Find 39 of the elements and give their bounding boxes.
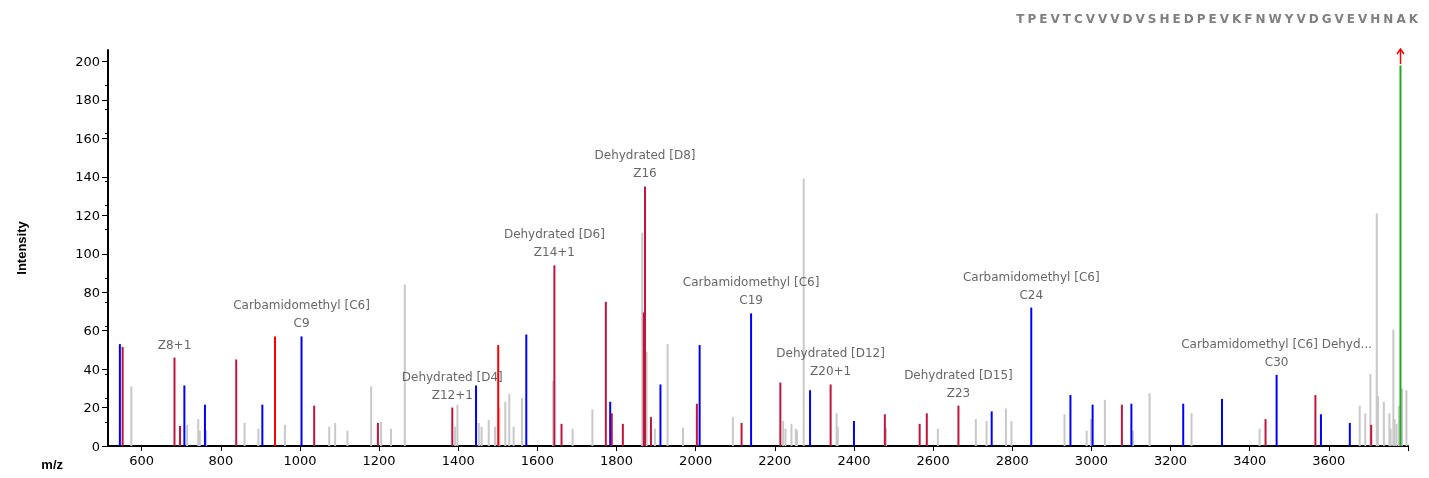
y-tick-label: 140	[75, 169, 100, 185]
x-tick-label: 1200	[362, 453, 396, 468]
x-tick-label: 3400	[1233, 453, 1267, 468]
x-tick-label: 3000	[1074, 453, 1108, 468]
x-tick-label: 1000	[283, 453, 317, 468]
annotation: Dehydrated [D15] Z23	[904, 367, 1013, 400]
annotation: Carbamidomethyl [C6] Dehyd... C30	[1181, 336, 1373, 369]
x-tick-label: 1800	[599, 453, 634, 468]
x-tick-label: 2600	[916, 453, 950, 468]
y-tick-label: 0	[91, 438, 100, 454]
y-axis-title: Intensity	[14, 220, 29, 275]
y-tick-label: 80	[83, 284, 100, 300]
y-tick-label: 60	[83, 323, 100, 339]
annotation: Carbamidomethyl [C6] C9	[233, 298, 370, 331]
x-tick-label: 3200	[1154, 453, 1188, 468]
x-tick-label: 1600	[520, 453, 554, 468]
annotation: Dehydrated [D12] Z20+1	[776, 346, 885, 379]
annotation: Dehydrated [D6] Z14+1	[503, 227, 605, 260]
x-tick-label: 2800	[995, 453, 1029, 468]
x-tick-label: 2400	[837, 453, 871, 468]
x-tick-label: 600	[129, 453, 155, 468]
annotation: Dehydrated [D8] Z16	[594, 148, 696, 181]
x-tick-label: 2200	[758, 453, 792, 468]
x-tick-label: 2000	[679, 453, 713, 468]
y-tick-label: 100	[75, 246, 100, 262]
y-tick-label: 40	[83, 361, 100, 377]
y-tick-label: 180	[75, 92, 100, 108]
annotation: Carbamidomethyl [C6] C24	[962, 269, 1100, 302]
y-tick-label: 200	[75, 54, 100, 70]
x-tick-label: 3600	[1312, 453, 1346, 468]
y-tick-label: 120	[75, 207, 100, 223]
y-tick-label: 20	[83, 400, 100, 416]
text: TPEVTCVVVDVSHEDPEVKFNWYVDGVEVHNAK	[1016, 12, 1421, 26]
annotation: Z8+1	[157, 337, 192, 352]
x-tick-label: 800	[208, 453, 234, 468]
annotation: Carbamidomethyl [C6] C19	[682, 275, 820, 308]
x-tick-label: 1400	[441, 453, 475, 468]
y-tick-label: 160	[75, 130, 100, 146]
x-axis-title: m/z	[41, 457, 64, 472]
